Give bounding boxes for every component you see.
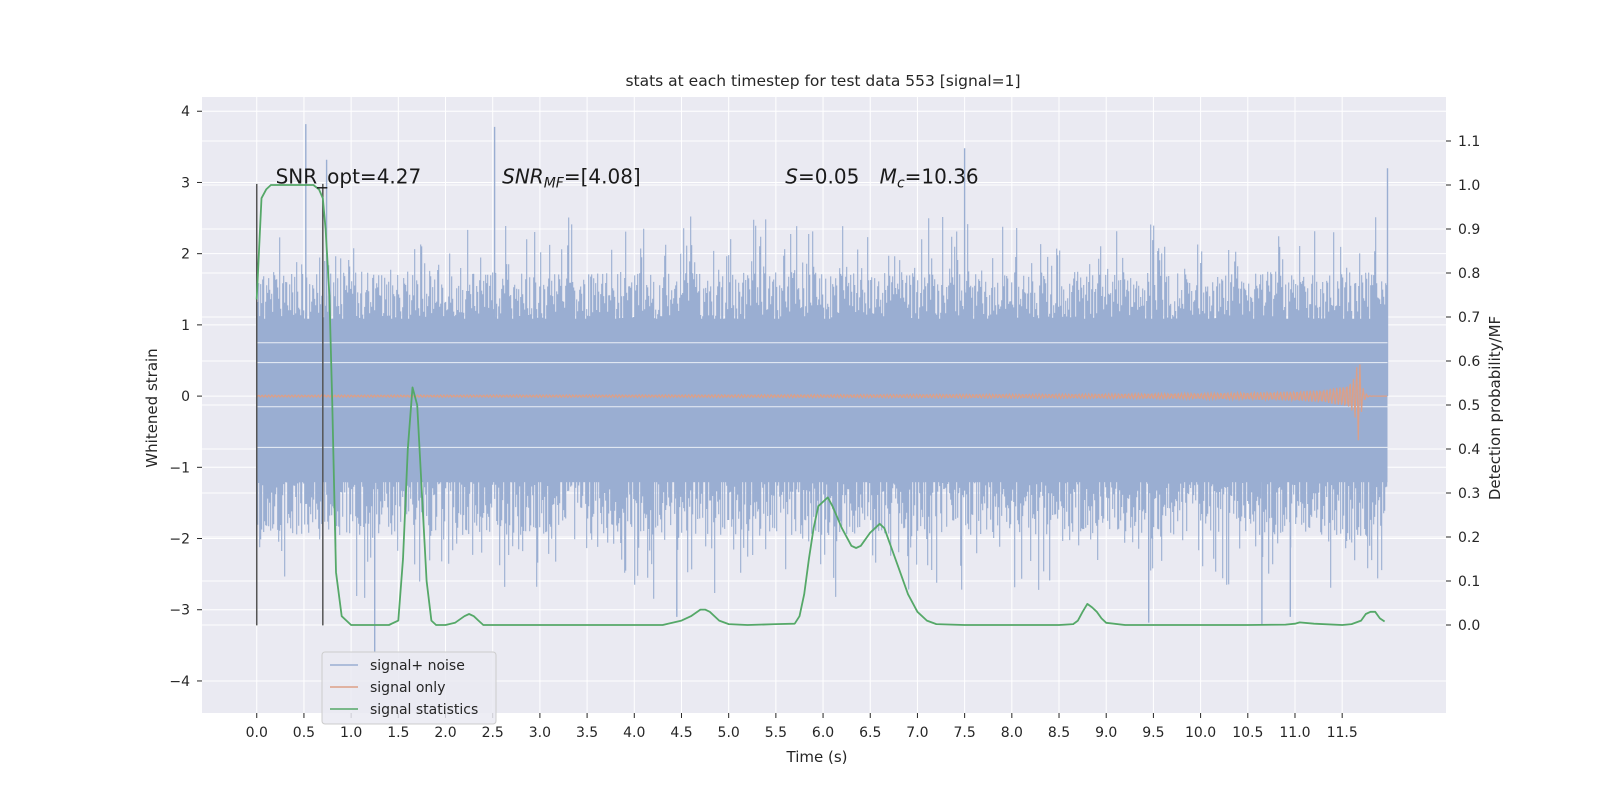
y-tick-label: 3	[181, 175, 190, 191]
legend: signal+ noise signal only signal statist…	[321, 651, 497, 725]
annotation-value: =[4.08]	[564, 164, 641, 188]
x-tick-label: 11.5	[1327, 725, 1358, 741]
x-tick-label: 1.5	[387, 725, 409, 741]
x-tick-label: 4.0	[623, 725, 645, 741]
x-tick-label: 5.0	[718, 725, 740, 741]
annotation: Mc=10.36	[880, 164, 979, 191]
x-tick-label: 11.0	[1279, 725, 1310, 741]
annotation: SNR_opt=4.27	[276, 164, 422, 188]
annotation-math: S	[785, 164, 798, 188]
signal-trace	[256, 364, 1388, 441]
x-tick-label: 6.0	[812, 725, 834, 741]
x-tick-label: 9.5	[1142, 725, 1164, 741]
y2-axis-label: Detection probability/MF	[1486, 316, 1504, 500]
annotation-value: =0.05	[798, 164, 859, 188]
y-tick-label: −2	[169, 532, 190, 548]
x-tick-label: 4.5	[670, 725, 692, 741]
annotation-value: =10.36	[905, 164, 979, 188]
y2-tick-label: 0.4	[1458, 442, 1480, 458]
y-tick-label: −3	[169, 603, 190, 619]
x-tick-label: 3.0	[529, 725, 551, 741]
y2-tick-label: 1.0	[1458, 178, 1480, 194]
x-tick-label: 7.0	[906, 725, 928, 741]
annotations: SNR_opt=4.27 SNRMF=[4.08] S=0.05 Mc=10.36	[276, 164, 979, 191]
y2-tick-label: 1.1	[1458, 134, 1480, 150]
statistics-line	[255, 184, 1386, 626]
annotation-subscript: c	[897, 175, 905, 191]
x-tick-label: 9.0	[1095, 725, 1117, 741]
y2-tick-label: 0.2	[1458, 530, 1480, 546]
x-tick-label: 0.5	[293, 725, 315, 741]
legend-label-signal-noise: signal+ noise	[370, 658, 465, 674]
signal-only-series	[256, 364, 1388, 441]
x-tick-label: 0.0	[246, 725, 268, 741]
x-tick-label: 10.0	[1185, 725, 1216, 741]
chart-title: stats at each timestep for test data 553…	[625, 72, 1020, 90]
x-tick-label: 3.5	[576, 725, 598, 741]
y-tick-label: −4	[169, 674, 190, 690]
annotation-subscript: MF	[544, 175, 565, 191]
y2-tick-label: 0.9	[1458, 222, 1480, 238]
x-tick-label: 8.0	[1001, 725, 1023, 741]
x-tick-label: 2.0	[434, 725, 456, 741]
y-axis-ticks: −4 −3 −2 −1 0 1 2 3 4	[169, 104, 202, 690]
y2-tick-label: 0.0	[1458, 618, 1480, 634]
x-tick-label: 6.5	[859, 725, 881, 741]
legend-box	[321, 651, 497, 725]
x-tick-label: 7.5	[954, 725, 976, 741]
y2-tick-label: 0.6	[1458, 354, 1480, 370]
y2-tick-label: 0.8	[1458, 266, 1480, 282]
x-axis-ticks: 0.0 0.5 1.0 1.5 2.0 2.5 3.0 3.5 4.0 4.5 5.0 5.5 6.0 6…	[246, 713, 1358, 741]
y2-tick-label: 0.3	[1458, 486, 1480, 502]
vertical-lines	[255, 183, 324, 626]
legend-label-signal-statistics: signal statistics	[370, 702, 478, 718]
x-tick-label: 5.5	[765, 725, 787, 741]
annotation: SNRMF=[4.08]	[502, 164, 641, 191]
y2-tick-label: 0.7	[1458, 310, 1480, 326]
y-tick-label: 0	[181, 389, 190, 405]
y2-axis-ticks: 0.0 0.1 0.2 0.3 0.4 0.5 0.6 0.7 0.8 0.9 1.0 1.1	[1446, 134, 1480, 634]
annotation-math: M	[880, 164, 897, 188]
x-axis-label: Time (s)	[786, 748, 848, 766]
y-tick-label: 1	[181, 318, 190, 334]
x-tick-label: 2.5	[482, 725, 504, 741]
y2-tick-label: 0.5	[1458, 398, 1480, 414]
noise-peaks	[305, 124, 1389, 653]
annotation: S=0.05	[785, 164, 859, 188]
legend-label-signal-only: signal only	[370, 680, 445, 696]
x-tick-label: 8.5	[1048, 725, 1070, 741]
y-tick-label: 2	[181, 247, 190, 263]
y-axis-label: Whitened strain	[143, 348, 161, 467]
y-tick-label: −1	[169, 460, 190, 476]
y2-tick-label: 0.1	[1458, 574, 1480, 590]
x-tick-label: 1.0	[340, 725, 362, 741]
x-tick-label: 10.5	[1232, 725, 1263, 741]
signal-noise-series	[256, 124, 1389, 653]
annotation-math: SNR	[502, 164, 544, 188]
signal-statistics-series	[255, 184, 1386, 626]
y-tick-label: 4	[181, 104, 190, 120]
